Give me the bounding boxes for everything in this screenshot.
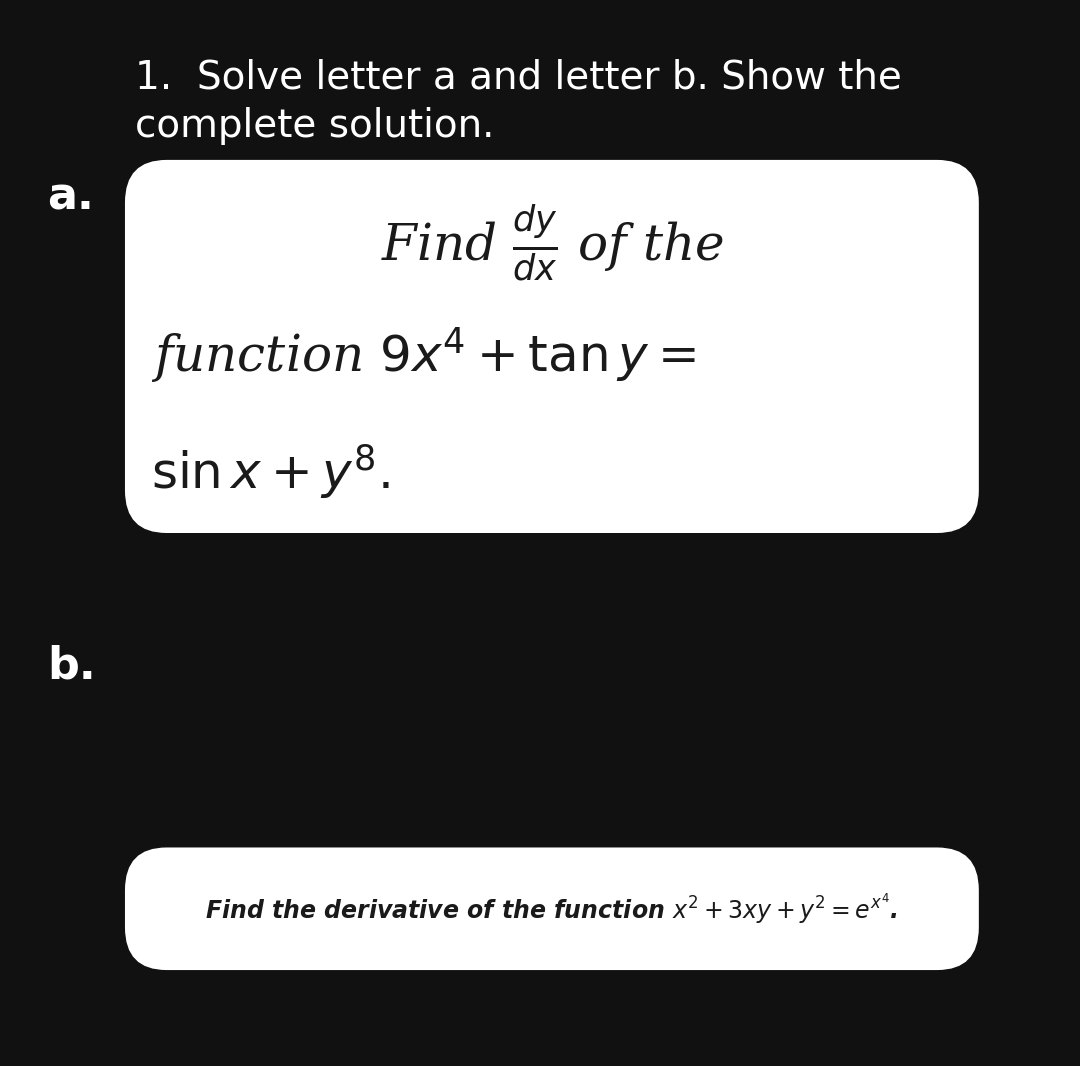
Text: Find $\frac{dy}{dx}$ of the: Find $\frac{dy}{dx}$ of the (380, 203, 724, 284)
Text: function $9x^4 + \tan y =$: function $9x^4 + \tan y =$ (151, 325, 696, 386)
Text: Find the derivative of the function $x^2 + 3xy + y^2 = e^{x^4}$.: Find the derivative of the function $x^2… (205, 891, 899, 926)
Text: complete solution.: complete solution. (135, 107, 495, 145)
Text: 1.  Solve letter a and letter b. Show the: 1. Solve letter a and letter b. Show the (135, 59, 902, 97)
FancyBboxPatch shape (125, 160, 978, 533)
Text: $\sin x + y^8.$: $\sin x + y^8.$ (151, 442, 390, 501)
FancyBboxPatch shape (125, 847, 978, 970)
Text: b.: b. (46, 645, 96, 688)
Text: a.: a. (46, 176, 94, 219)
